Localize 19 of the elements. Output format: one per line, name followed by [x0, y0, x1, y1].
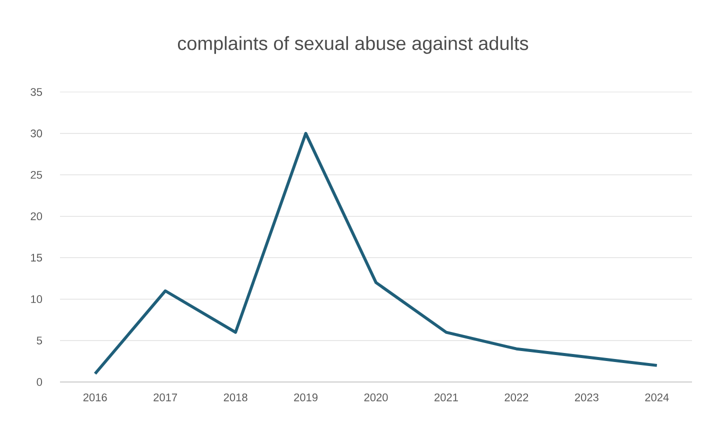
- y-tick-label: 35: [30, 88, 42, 96]
- x-tick-label: 2019: [294, 394, 318, 402]
- x-tick-label: 2018: [224, 394, 248, 402]
- y-tick-label: 20: [30, 212, 42, 220]
- y-tick-label: 25: [30, 170, 42, 179]
- x-tick-label: 2022: [504, 394, 528, 402]
- y-tick-label: 0: [36, 378, 42, 386]
- y-tick-label: 30: [30, 130, 42, 138]
- x-tick-label: 2020: [364, 394, 388, 402]
- chart-title: complaints of sexual abuse against adults: [178, 36, 528, 54]
- x-tick-label: 2016: [83, 394, 107, 402]
- x-tick-label: 2024: [645, 394, 669, 402]
- y-tick-label: 15: [31, 254, 42, 262]
- y-tick-label: 5: [36, 336, 42, 344]
- x-tick-label: 2021: [434, 394, 458, 402]
- line-series: [94, 132, 658, 376]
- x-tick-label: 2017: [154, 394, 178, 402]
- x-tick-label: 2023: [574, 394, 598, 402]
- y-tick-label: 10: [31, 295, 42, 304]
